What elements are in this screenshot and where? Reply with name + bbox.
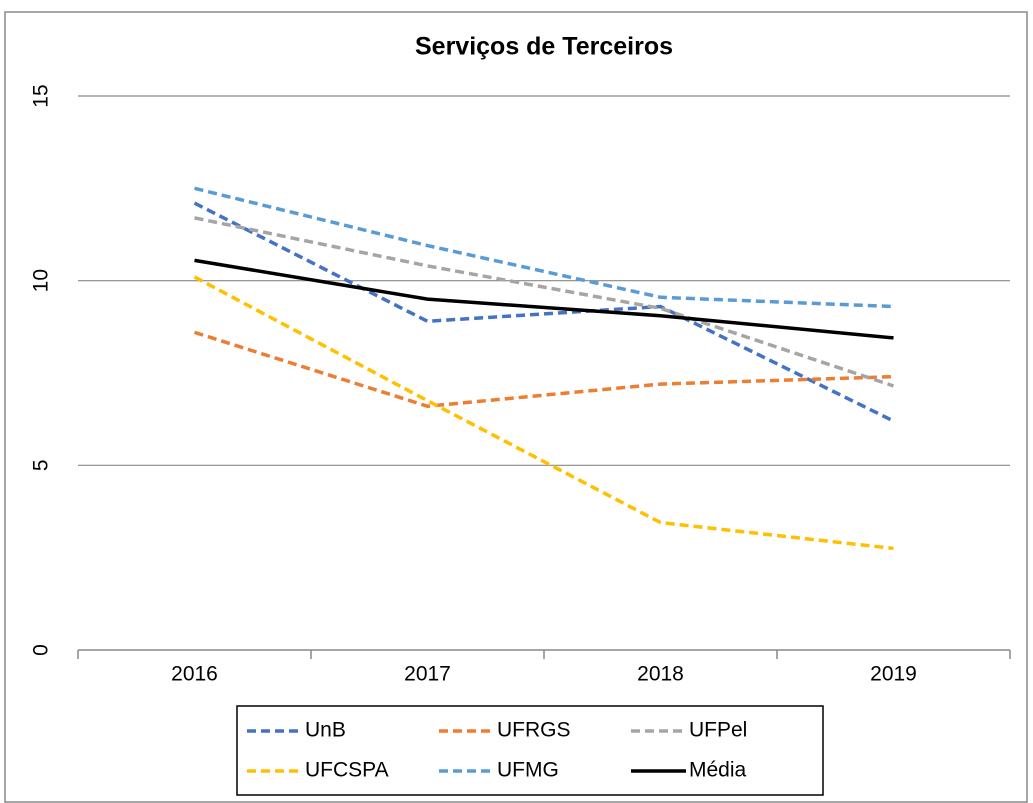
series-line xyxy=(193,275,894,551)
legend-label: UFMG xyxy=(497,759,559,782)
x-tick-label: 2018 xyxy=(637,663,684,686)
chart-border xyxy=(4,11,1028,803)
y-tick-label: 0 xyxy=(30,644,53,656)
series-line xyxy=(194,258,894,340)
series-line xyxy=(193,201,895,423)
legend-label: UFRGS xyxy=(497,719,571,742)
series-line xyxy=(194,186,894,309)
legend-label: UFCSPA xyxy=(305,759,389,782)
legend-label: UnB xyxy=(305,719,346,742)
y-tick-label: 15 xyxy=(30,84,53,107)
legend-box xyxy=(236,705,824,796)
chart-title: Serviços de Terceiros xyxy=(415,33,673,61)
y-tick-label: 10 xyxy=(30,269,53,292)
x-tick-label: 2019 xyxy=(870,663,917,686)
y-tick-label: 5 xyxy=(30,459,53,471)
legend-label: Média xyxy=(689,759,747,782)
legend-label: UFPel xyxy=(689,719,747,742)
series-line xyxy=(194,216,895,388)
x-tick-label: 2017 xyxy=(404,663,451,686)
x-tick-label: 2016 xyxy=(171,663,218,686)
series-line xyxy=(193,330,894,409)
